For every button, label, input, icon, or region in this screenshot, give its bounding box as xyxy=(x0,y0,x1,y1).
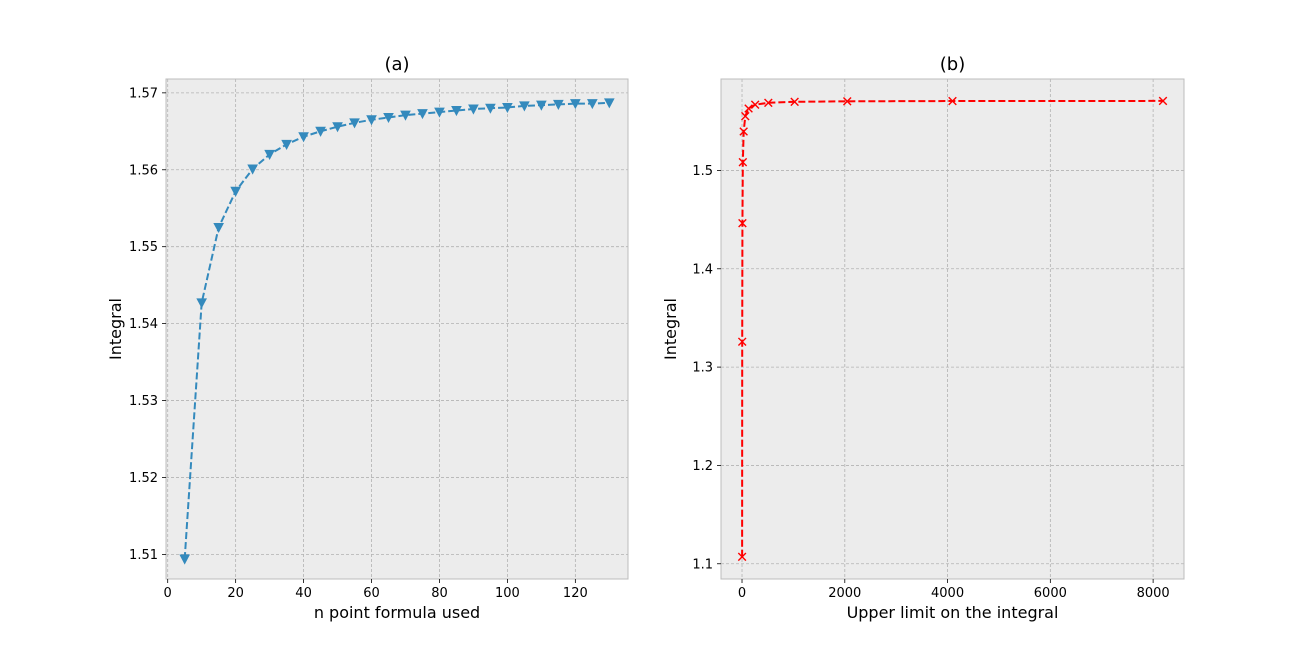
data-point xyxy=(298,132,309,143)
data-point xyxy=(332,122,343,133)
y-tick-label: 1.55 xyxy=(129,240,158,255)
data-point xyxy=(417,109,428,120)
data-point xyxy=(315,126,326,137)
plot-background xyxy=(166,79,628,579)
y-tick-label: 1.5 xyxy=(692,164,713,179)
x-tick-label: 2000 xyxy=(828,586,861,601)
data-point-stroke xyxy=(790,97,799,107)
y-tick-label: 1.3 xyxy=(692,361,713,376)
data-point xyxy=(737,552,747,562)
data-point xyxy=(366,115,377,126)
data-point xyxy=(536,100,547,111)
y-tick-label: 1.51 xyxy=(129,548,158,563)
data-point-stroke xyxy=(739,127,748,136)
data-point xyxy=(738,218,747,228)
data-point xyxy=(842,97,852,106)
y-tick-label: 1.54 xyxy=(129,317,158,332)
chart-title: (a) xyxy=(384,54,409,75)
x-tick-label: 8000 xyxy=(1137,586,1170,601)
data-point-stroke xyxy=(842,97,852,106)
y-tick-label: 1.56 xyxy=(129,163,158,178)
data-point-stroke xyxy=(737,552,747,562)
data-point xyxy=(451,106,462,117)
data-point-stroke xyxy=(737,337,747,347)
data-point xyxy=(349,118,360,129)
data-point-stroke xyxy=(764,98,773,108)
data-point xyxy=(739,127,748,136)
data-point xyxy=(264,149,275,160)
data-point-stroke xyxy=(738,218,747,228)
x-tick-label: 40 xyxy=(295,586,312,601)
data-point xyxy=(570,99,581,110)
data-point xyxy=(230,186,241,197)
data-point-stroke xyxy=(750,100,760,109)
x-tick-label: 0 xyxy=(164,586,172,601)
data-point xyxy=(553,99,564,110)
y-tick-label: 1.4 xyxy=(692,262,713,277)
data-point xyxy=(502,102,513,114)
data-point xyxy=(468,104,479,115)
x-tick-label: 20 xyxy=(227,586,244,601)
x-tick-label: 0 xyxy=(738,586,746,601)
x-axis-label: n point formula used xyxy=(314,603,480,622)
data-point xyxy=(738,157,748,167)
data-point xyxy=(281,139,292,150)
plot-background xyxy=(721,79,1184,579)
x-tick-label: 6000 xyxy=(1034,586,1067,601)
y-tick-label: 1.2 xyxy=(692,459,713,474)
data-point xyxy=(434,107,445,118)
data-point xyxy=(790,97,799,107)
data-point xyxy=(383,112,394,124)
data-point xyxy=(1158,96,1168,106)
data-point-stroke xyxy=(1158,96,1168,106)
plot-frame xyxy=(165,78,629,580)
y-tick-label: 1.52 xyxy=(129,471,158,486)
x-tick-label: 100 xyxy=(495,586,520,601)
data-point xyxy=(196,298,207,309)
data-point xyxy=(485,103,496,114)
y-axis-label: Integral xyxy=(106,298,125,360)
chart-title: (b) xyxy=(940,54,965,75)
data-point xyxy=(213,222,224,234)
data-point xyxy=(603,98,615,109)
data-point xyxy=(744,104,753,113)
data-point xyxy=(750,100,760,109)
data-point-stroke xyxy=(948,96,957,106)
data-point xyxy=(741,111,750,121)
x-tick-label: 4000 xyxy=(931,586,964,601)
panel-b: 0 2000 4000 6000 8000 1.1 1.2 1.3 1.4 1.5 (b) Upper… xyxy=(661,54,1185,622)
y-tick-label: 1.53 xyxy=(129,394,158,409)
data-point-stroke xyxy=(744,104,753,113)
x-axis-label: Upper limit on the integral xyxy=(847,603,1059,622)
plot-frame xyxy=(720,78,1185,580)
x-tick-label: 60 xyxy=(363,586,380,601)
x-tick-label: 80 xyxy=(431,586,448,601)
data-point-stroke xyxy=(738,157,748,167)
y-axis-label: Integral xyxy=(661,298,680,360)
y-tick-label: 1.57 xyxy=(129,86,158,101)
data-point xyxy=(948,96,957,106)
data-point xyxy=(179,554,191,565)
data-point xyxy=(737,337,747,347)
panel-a: 0 20 40 60 80 100 120 1.51 1.52 1.53 1.54 1.55 1.56 1… xyxy=(106,54,629,622)
data-point xyxy=(400,110,411,121)
y-tick-label: 1.1 xyxy=(692,557,713,572)
data-point xyxy=(764,98,773,108)
data-point xyxy=(519,101,530,112)
data-point xyxy=(247,164,258,175)
data-point-stroke xyxy=(741,111,750,121)
x-tick-label: 120 xyxy=(563,586,588,601)
data-point xyxy=(587,99,598,110)
